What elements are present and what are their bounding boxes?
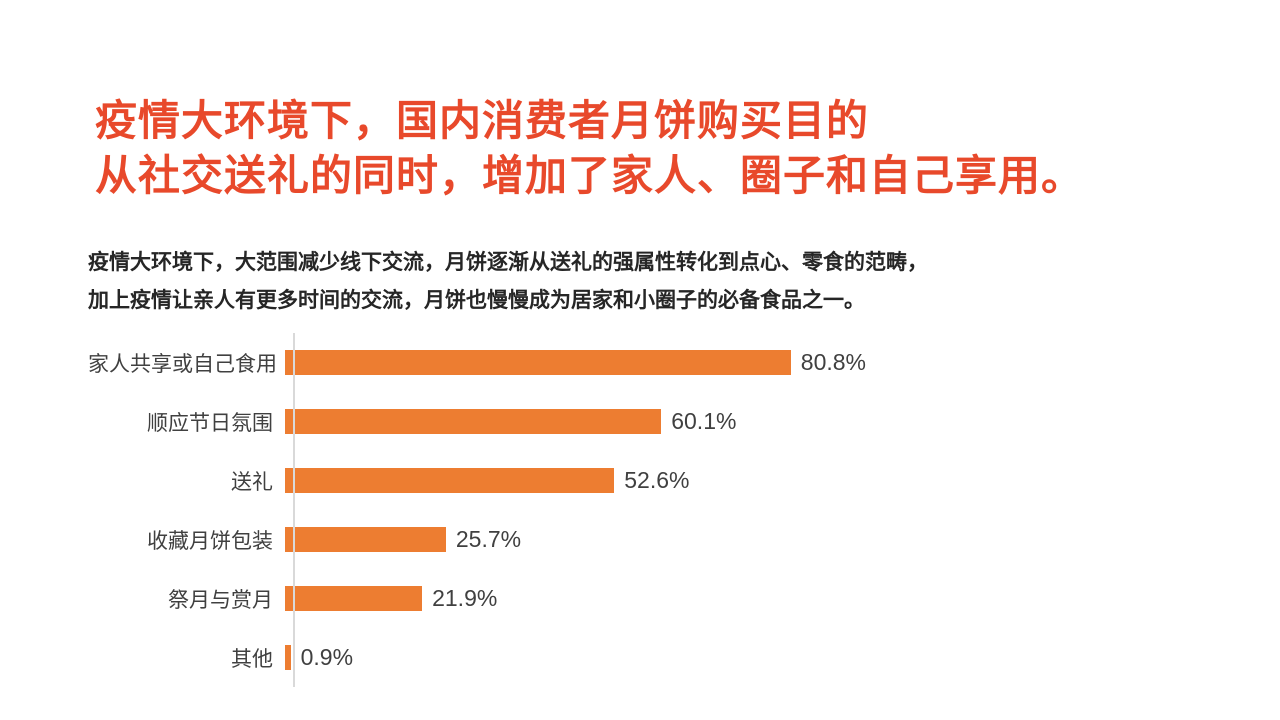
bar-track: 0.9% <box>285 644 911 671</box>
bar <box>285 645 291 670</box>
slide-title-line2: 从社交送礼的同时，增加了家人、圈子和自己享用。 <box>95 152 1085 199</box>
y-axis-line <box>293 333 295 687</box>
chart-row: 祭月与赏月 21.9% <box>88 569 1188 628</box>
bar <box>285 586 423 611</box>
slide-subtitle-line1: 疫情大环境下，大范围减少线下交流，月饼逐渐从送礼的强属性转化到点心、零食的范畴， <box>88 251 928 274</box>
chart-row: 家人共享或自己食用 80.8% <box>88 333 1188 392</box>
slide-title-line1: 疫情大环境下，国内消费者月饼购买目的 <box>95 97 870 144</box>
bar <box>285 468 615 493</box>
value-label: 60.1% <box>671 408 737 434</box>
bar-track: 21.9% <box>285 585 911 612</box>
value-label: 25.7% <box>455 526 522 552</box>
value-label: 21.9% <box>432 585 498 611</box>
slide-subtitle: 疫情大环境下，大范围减少线下交流，月饼逐渐从送礼的强属性转化到点心、零食的范畴，… <box>88 244 928 320</box>
category-label: 其他 <box>231 647 273 671</box>
bar-chart: 家人共享或自己食用 80.8% 顺应节日氛围 60.1% 送礼 52.6% 收藏… <box>88 333 1188 687</box>
bar-track: 60.1% <box>285 408 911 435</box>
chart-row: 送礼 52.6% <box>88 451 1188 510</box>
category-label: 送礼 <box>231 470 273 494</box>
category-label: 家人共享或自己食用 <box>88 352 277 376</box>
category-label: 顺应节日氛围 <box>147 411 273 435</box>
value-label: 80.8% <box>800 349 867 375</box>
bar <box>285 350 791 375</box>
value-label: 52.6% <box>624 467 690 493</box>
chart-row: 其他 0.9% <box>88 628 1188 687</box>
slide-subtitle-line2: 加上疫情让亲人有更多时间的交流，月饼也慢慢成为居家和小圈子的必备食品之一。 <box>88 289 865 312</box>
slide-title: 疫情大环境下，国内消费者月饼购买目的 从社交送礼的同时，增加了家人、圈子和自己享… <box>95 93 1084 203</box>
bar-track: 25.7% <box>285 526 911 553</box>
value-label: 0.9% <box>300 644 354 670</box>
category-label: 收藏月饼包装 <box>147 529 273 553</box>
chart-row: 顺应节日氛围 60.1% <box>88 392 1188 451</box>
bar <box>285 409 662 434</box>
bar-track: 52.6% <box>285 467 911 494</box>
bar-track: 80.8% <box>285 349 911 376</box>
chart-row: 收藏月饼包装 25.7% <box>88 510 1188 569</box>
category-label: 祭月与赏月 <box>168 588 273 612</box>
bar <box>285 527 446 552</box>
bar-chart-rows: 家人共享或自己食用 80.8% 顺应节日氛围 60.1% 送礼 52.6% 收藏… <box>88 333 1188 687</box>
